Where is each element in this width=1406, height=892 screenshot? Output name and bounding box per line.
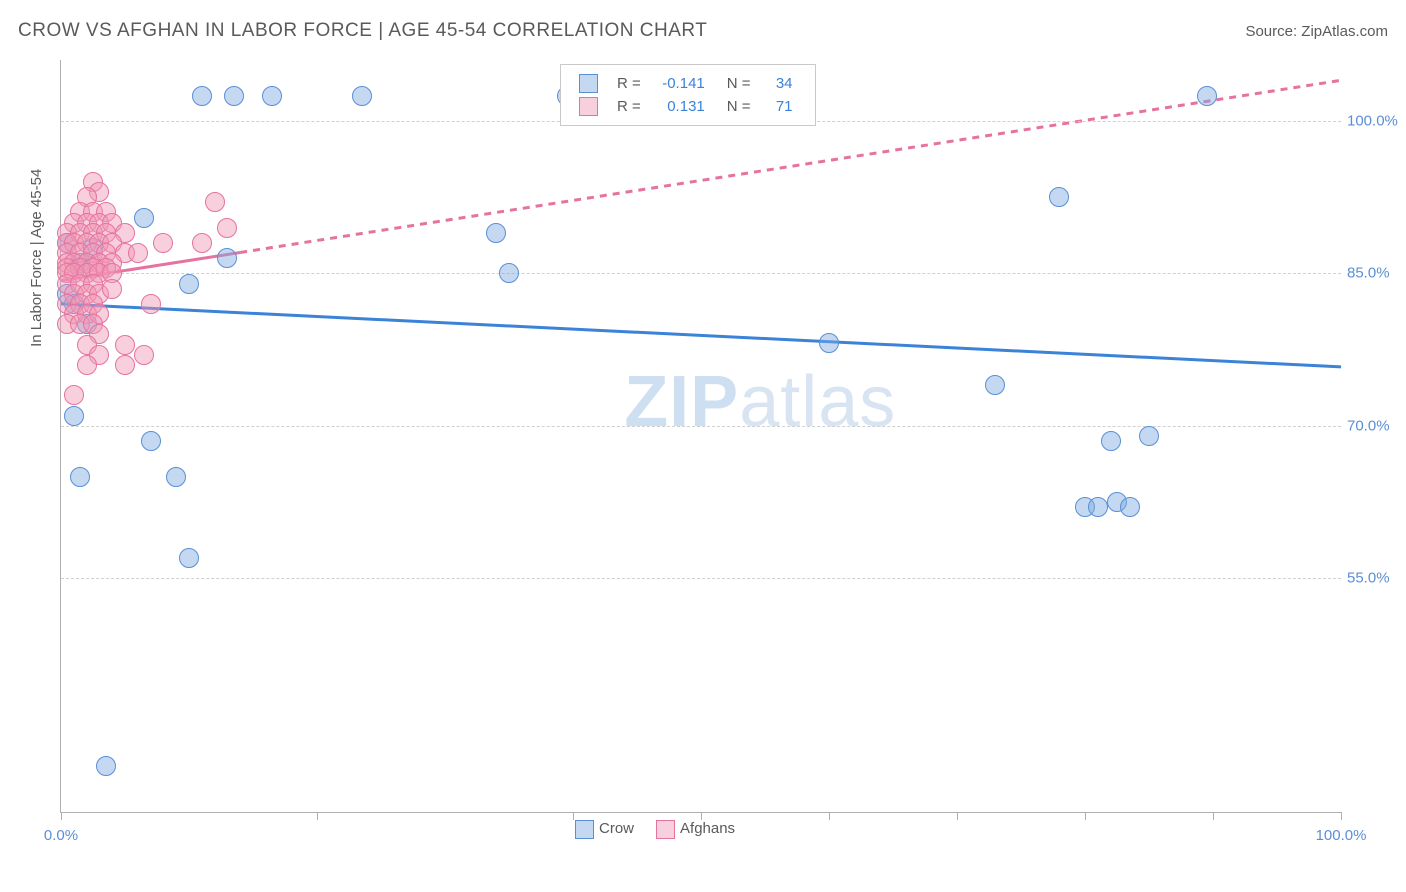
legend-swatch bbox=[656, 820, 675, 839]
trend-line-solid bbox=[61, 304, 1341, 367]
data-point bbox=[819, 333, 839, 353]
data-point bbox=[153, 233, 173, 253]
data-point bbox=[102, 279, 122, 299]
y-tick-label: 85.0% bbox=[1347, 265, 1406, 282]
data-point bbox=[179, 548, 199, 568]
legend-swatch bbox=[575, 820, 594, 839]
data-point bbox=[1197, 86, 1217, 106]
data-point bbox=[134, 208, 154, 228]
legend-n-label: N = bbox=[713, 73, 757, 94]
plot-area: ZIPatlas 55.0%70.0%85.0%100.0%0.0%100.0% bbox=[60, 60, 1341, 813]
data-point bbox=[499, 263, 519, 283]
data-point bbox=[224, 86, 244, 106]
data-point bbox=[1139, 426, 1159, 446]
data-point bbox=[179, 274, 199, 294]
x-tick bbox=[829, 812, 830, 820]
data-point bbox=[985, 375, 1005, 395]
x-tick bbox=[573, 812, 574, 820]
y-axis-label: In Labor Force | Age 45-54 bbox=[28, 169, 45, 347]
correlation-legend: R =-0.141N =34 R =0.131N =71 bbox=[560, 64, 816, 126]
data-point bbox=[141, 431, 161, 451]
data-point bbox=[217, 218, 237, 238]
legend-r-label: R = bbox=[611, 73, 647, 94]
chart-title: CROW VS AFGHAN IN LABOR FORCE | AGE 45-5… bbox=[18, 20, 707, 42]
data-point bbox=[1088, 497, 1108, 517]
data-point bbox=[192, 233, 212, 253]
legend-swatch bbox=[579, 74, 598, 93]
legend-r-value: 0.131 bbox=[649, 96, 711, 117]
data-point bbox=[1101, 431, 1121, 451]
gridline bbox=[61, 578, 1341, 579]
y-tick-label: 55.0% bbox=[1347, 570, 1406, 587]
y-tick-label: 70.0% bbox=[1347, 417, 1406, 434]
data-point bbox=[262, 86, 282, 106]
x-tick bbox=[317, 812, 318, 820]
data-point bbox=[115, 335, 135, 355]
legend-r-value: -0.141 bbox=[649, 73, 711, 94]
data-point bbox=[70, 467, 90, 487]
legend-n-value: 34 bbox=[759, 73, 799, 94]
data-point bbox=[205, 192, 225, 212]
data-point bbox=[134, 345, 154, 365]
data-point bbox=[1049, 187, 1069, 207]
data-point bbox=[217, 248, 237, 268]
x-tick-label: 0.0% bbox=[44, 827, 78, 844]
x-tick bbox=[61, 812, 62, 820]
data-point bbox=[192, 86, 212, 106]
data-point bbox=[1120, 497, 1140, 517]
x-tick-label: 100.0% bbox=[1316, 827, 1367, 844]
legend-series-label: Crow bbox=[599, 820, 634, 837]
data-point bbox=[96, 756, 116, 776]
x-tick bbox=[1341, 812, 1342, 820]
data-point bbox=[166, 467, 186, 487]
legend-r-label: R = bbox=[611, 96, 647, 117]
data-point bbox=[77, 355, 97, 375]
legend-n-value: 71 bbox=[759, 96, 799, 117]
gridline bbox=[61, 273, 1341, 274]
data-point bbox=[64, 406, 84, 426]
x-tick bbox=[1085, 812, 1086, 820]
y-tick-label: 100.0% bbox=[1347, 112, 1406, 129]
data-point bbox=[115, 355, 135, 375]
series-legend: Crow Afghans bbox=[575, 820, 757, 839]
x-tick bbox=[957, 812, 958, 820]
x-tick bbox=[1213, 812, 1214, 820]
data-point bbox=[486, 223, 506, 243]
legend-swatch bbox=[579, 97, 598, 116]
data-point bbox=[128, 243, 148, 263]
legend-n-label: N = bbox=[713, 96, 757, 117]
legend-series-label: Afghans bbox=[680, 820, 735, 837]
x-tick bbox=[701, 812, 702, 820]
source-label: Source: ZipAtlas.com bbox=[1245, 23, 1388, 40]
data-point bbox=[64, 385, 84, 405]
data-point bbox=[352, 86, 372, 106]
data-point bbox=[141, 294, 161, 314]
